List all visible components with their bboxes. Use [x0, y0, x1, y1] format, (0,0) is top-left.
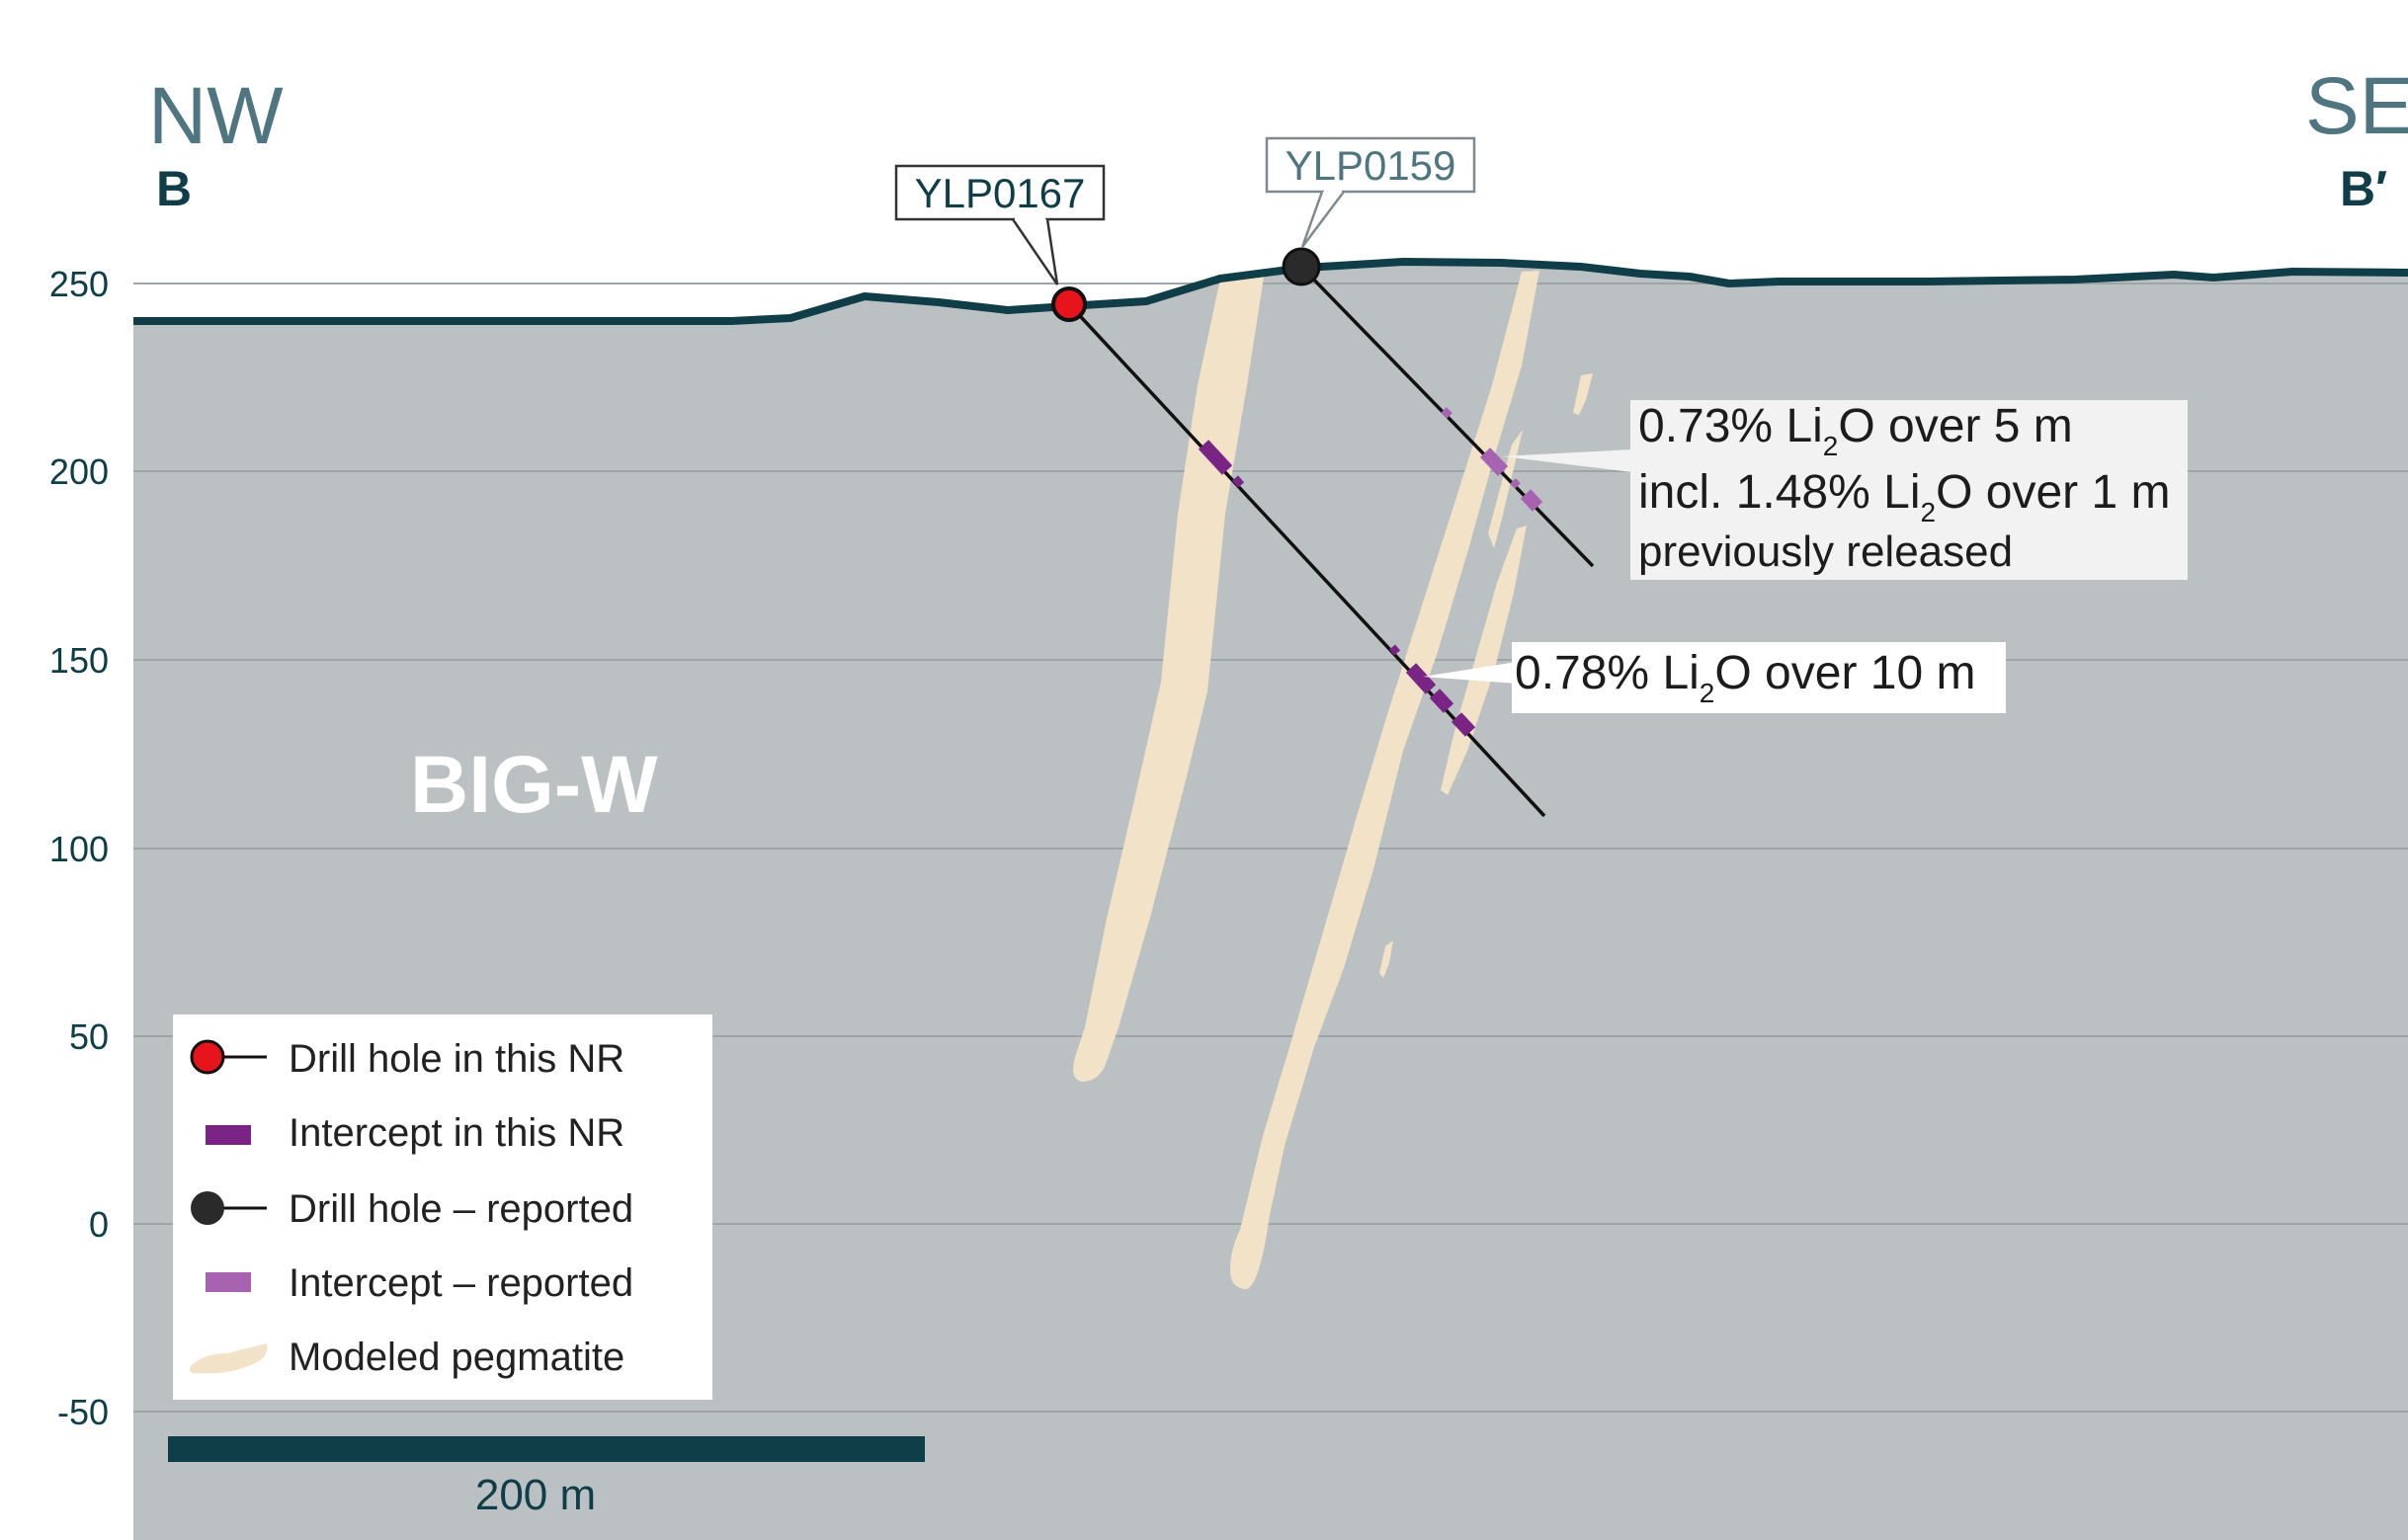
pegmatite-lens-tiny	[1379, 940, 1393, 978]
callout-upper-line3: previously released	[1638, 527, 2013, 576]
section-point-b: B	[156, 161, 192, 216]
legend-label-drill-hole-new: Drill hole in this NR	[289, 1037, 624, 1081]
legend-label-intercept-reported: Intercept – reported	[289, 1261, 633, 1305]
elevation-label-150: 150	[49, 640, 109, 681]
domain-label-big-w: BIG-W	[410, 740, 658, 830]
legend-label-intercept-new: Intercept in this NR	[289, 1111, 624, 1155]
callout-upper-line2: incl. 1.48% Li2O over 1 m	[1638, 466, 2170, 527]
intercept-new-1	[1198, 440, 1233, 475]
pegmatite-lens-small	[1573, 373, 1593, 415]
intercepts-this-nr	[1198, 440, 1476, 737]
scale-bar-label: 200 m	[475, 1471, 596, 1519]
elevation-label-250: 250	[49, 264, 109, 304]
black-drill-hole-icon-dot	[191, 1191, 224, 1225]
scale-bar	[168, 1436, 925, 1462]
elevation-label-50: 50	[69, 1016, 109, 1057]
elevation-label-minus50: -50	[57, 1392, 109, 1432]
hole-label-box-ylp0159	[1265, 136, 1476, 194]
callout-pointer-lower	[1423, 662, 1517, 684]
intercept-new-4	[1405, 663, 1437, 694]
intercept-new-6	[1451, 712, 1476, 737]
red-drill-hole-icon-dot	[190, 1039, 225, 1075]
intercept-reported-3	[1510, 478, 1521, 489]
section-point-b-prime: B′	[2340, 161, 2387, 216]
intercept-reported-2	[1479, 447, 1509, 476]
hole-label-box-ylp0167	[894, 164, 1106, 221]
intercept-new-2	[1231, 475, 1245, 488]
elevation-label-100: 100	[49, 829, 109, 869]
pegmatite-swatch-icon	[189, 1343, 268, 1374]
legend-label-pegmatite: Modeled pegmatite	[289, 1336, 624, 1379]
callout-box-upper	[1630, 400, 2188, 580]
direction-se: SE	[2305, 61, 2408, 151]
elevation-label-0: 0	[89, 1204, 109, 1245]
elevation-label-200: 200	[49, 451, 109, 492]
intercept-new-5	[1429, 689, 1454, 713]
legend-item-intercept-reported: Intercept – reported	[206, 1261, 633, 1305]
callout-lower-line1: 0.78% Li2O over 10 m	[1515, 647, 1975, 708]
legend-item-pegmatite: Modeled pegmatite	[189, 1336, 624, 1379]
intercept-reported-1	[1441, 407, 1453, 419]
intercepts-reported	[1441, 407, 1543, 512]
callout-box-lower	[1512, 642, 2006, 713]
hole-leader-ylp0167	[1011, 218, 1059, 285]
callout-pointer-upper	[1502, 449, 1632, 472]
collar-marker-ylp0167	[1051, 286, 1087, 322]
hole-label-ylp0167: YLP0167	[915, 170, 1086, 216]
legend-item-drill-hole-new: Drill hole in this NR	[190, 1037, 624, 1081]
collar-marker-ylp0159	[1282, 247, 1321, 286]
hole-leader-ylp0159	[1300, 191, 1345, 248]
intercept-reported-4	[1520, 489, 1543, 512]
dark-purple-intercept-icon	[206, 1125, 251, 1145]
legend-item-drill-hole-reported: Drill hole – reported	[191, 1187, 633, 1231]
legend-label-drill-hole-reported: Drill hole – reported	[289, 1187, 633, 1231]
pegmatite-body-east	[1230, 271, 1539, 1289]
light-purple-intercept-icon	[206, 1272, 251, 1292]
legend: Drill hole in this NR Intercept in this …	[173, 1014, 712, 1400]
callout-upper-line1: 0.73% Li2O over 5 m	[1638, 400, 2073, 461]
surface-topography-line	[133, 258, 2408, 325]
intercept-new-3	[1388, 644, 1401, 656]
direction-nw: NW	[148, 71, 284, 161]
hole-label-ylp0159: YLP0159	[1286, 142, 1456, 189]
legend-item-intercept-new: Intercept in this NR	[206, 1111, 624, 1155]
pegmatite-body-west	[1073, 271, 1265, 1082]
pegmatite-sliver-upper	[1488, 430, 1523, 548]
